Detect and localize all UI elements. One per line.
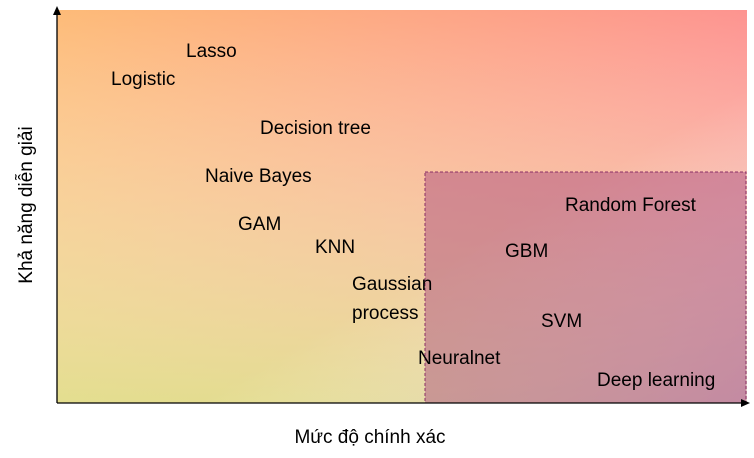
model-label-gam: GAM — [238, 214, 281, 235]
model-label-svm: SVM — [541, 311, 582, 332]
model-label-decision-tree: Decision tree — [260, 118, 371, 139]
model-labels: Lasso Logistic Decision tree Naive Bayes… — [111, 41, 715, 391]
model-label-gbm: GBM — [505, 241, 548, 262]
model-label-gaussian-process-line2: process — [352, 303, 419, 324]
model-label-neuralnet: Neuralnet — [418, 348, 501, 369]
x-axis-arrow — [741, 399, 750, 407]
y-axis-arrow — [53, 6, 61, 15]
axes — [53, 6, 750, 407]
high-accuracy-region — [424, 171, 747, 404]
model-label-logistic: Logistic — [111, 69, 175, 90]
model-label-naive-bayes: Naive Bayes — [205, 166, 312, 187]
model-label-random-forest: Random Forest — [565, 195, 697, 216]
model-label-deep-learning: Deep learning — [597, 370, 715, 391]
model-label-gaussian-process-line1: Gaussian — [352, 274, 432, 295]
y-axis-title: Khả năng diễn giải — [15, 126, 37, 283]
model-label-knn: KNN — [315, 237, 355, 258]
model-label-lasso: Lasso — [186, 41, 237, 62]
plot-background — [57, 10, 747, 403]
x-axis-title: Mức độ chính xác — [294, 427, 445, 448]
